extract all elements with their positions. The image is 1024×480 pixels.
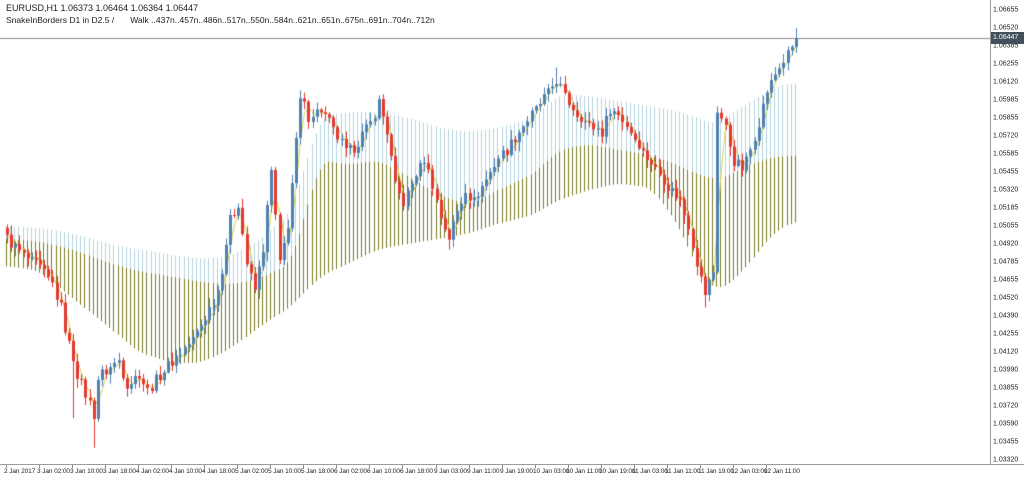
time-axis-label: 9 Jan 11:00: [467, 468, 500, 475]
price-axis-label: 1.05585: [993, 150, 1019, 158]
time-axis-tick: [204, 465, 205, 468]
time-axis-label: 9 Jan 19:00: [500, 468, 533, 475]
price-axis-label: 1.06385: [993, 42, 1019, 50]
price-axis-label: 1.04785: [993, 258, 1019, 266]
price-axis-label: 1.06120: [993, 78, 1019, 86]
current-price-badge: 1.06447: [991, 32, 1024, 44]
time-axis-tick: [667, 465, 668, 468]
time-axis-tick: [138, 465, 139, 468]
current-price-label: 1.06447: [993, 34, 1019, 41]
time-axis-label: 6 Jan 02:00: [334, 468, 367, 475]
time-axis-tick: [72, 465, 73, 468]
time-axis-tick: [303, 465, 304, 468]
time-axis-tick: [237, 465, 238, 468]
price-axis[interactable]: 1.06655 1.06520 1.06385 1.06255 1.06120 1.059…: [990, 0, 1024, 464]
time-axis-label: 10 Jan 03:00: [533, 468, 570, 475]
time-axis-tick: [601, 465, 602, 468]
price-axis-label: 1.05320: [993, 186, 1019, 194]
time-axis-tick: [436, 465, 437, 468]
time-axis-label: 12 Jan 03:00: [731, 468, 768, 475]
price-axis-label: 1.06255: [993, 60, 1019, 68]
time-axis-label: 4 Jan 18:00: [202, 468, 235, 475]
time-axis-label: 5 Jan 02:00: [235, 468, 268, 475]
time-axis-tick: [105, 465, 106, 468]
time-axis-label: 10 Jan 19:00: [599, 468, 636, 475]
time-axis-tick: [634, 465, 635, 468]
price-axis-label: 1.04520: [993, 294, 1019, 302]
time-axis-tick: [469, 465, 470, 468]
price-axis-label: 1.05055: [993, 222, 1019, 230]
time-axis-label: 10 Jan 11:00: [566, 468, 602, 475]
time-axis-label: 3 Jan 10:00: [70, 468, 103, 475]
time-axis-tick: [733, 465, 734, 468]
time-axis-tick: [766, 465, 767, 468]
price-axis-label: 1.03320: [993, 456, 1019, 464]
price-axis-label: 1.04920: [993, 240, 1019, 248]
price-axis-label: 1.05455: [993, 168, 1019, 176]
time-axis-label: 11 Jan 03:00: [632, 468, 668, 475]
time-axis-tick: [336, 465, 337, 468]
price-chart-canvas[interactable]: [0, 0, 990, 464]
price-axis-label: 1.04255: [993, 330, 1019, 338]
time-axis-label: 4 Jan 10:00: [169, 468, 202, 475]
time-axis-tick: [568, 465, 569, 468]
time-axis-label: 4 Jan 02:00: [136, 468, 169, 475]
price-axis-label: 1.05985: [993, 96, 1019, 104]
price-axis-label: 1.04120: [993, 348, 1019, 356]
time-axis[interactable]: 2 Jan 2017 3 Jan 02:00 3 Jan 10:00 3 Jan 18…: [0, 464, 1024, 480]
time-axis-label: 5 Jan 10:00: [268, 468, 301, 475]
price-axis-label: 1.05720: [993, 132, 1019, 140]
time-axis-tick: [535, 465, 536, 468]
time-axis-label: 11 Jan 19:00: [698, 468, 734, 475]
price-axis-label: 1.05855: [993, 114, 1019, 122]
price-axis-label: 1.04655: [993, 276, 1019, 284]
price-axis-label: 1.06655: [993, 6, 1019, 14]
price-axis-label: 1.03590: [993, 420, 1019, 428]
time-axis-tick: [39, 465, 40, 468]
price-axis-label: 1.03855: [993, 384, 1019, 392]
time-axis-tick: [700, 465, 701, 468]
time-axis-label: 3 Jan 18:00: [103, 468, 136, 475]
time-axis-label: 5 Jan 18:00: [301, 468, 334, 475]
time-axis-label: 6 Jan 18:00: [400, 468, 433, 475]
time-axis-tick: [402, 465, 403, 468]
price-axis-label: 1.03990: [993, 366, 1019, 374]
time-axis-label: 9 Jan 03:00: [434, 468, 467, 475]
time-axis-tick: [6, 465, 7, 468]
price-axis-label: 1.06520: [993, 24, 1019, 32]
time-axis-tick: [369, 465, 370, 468]
time-axis-label: 11 Jan 11:00: [665, 468, 701, 475]
price-axis-label: 1.03455: [993, 438, 1019, 446]
time-axis-label: 6 Jan 10:00: [367, 468, 400, 475]
price-axis-label: 1.04390: [993, 312, 1019, 320]
price-axis-label: 1.03720: [993, 402, 1019, 410]
time-axis-label: 2 Jan 2017: [4, 468, 36, 475]
time-axis-tick: [502, 465, 503, 468]
time-axis-label: 3 Jan 02:00: [37, 468, 70, 475]
time-axis-label: 12 Jan 11:00: [764, 468, 800, 475]
time-axis-tick: [270, 465, 271, 468]
price-axis-label: 1.05185: [993, 204, 1019, 212]
time-axis-tick: [171, 465, 172, 468]
